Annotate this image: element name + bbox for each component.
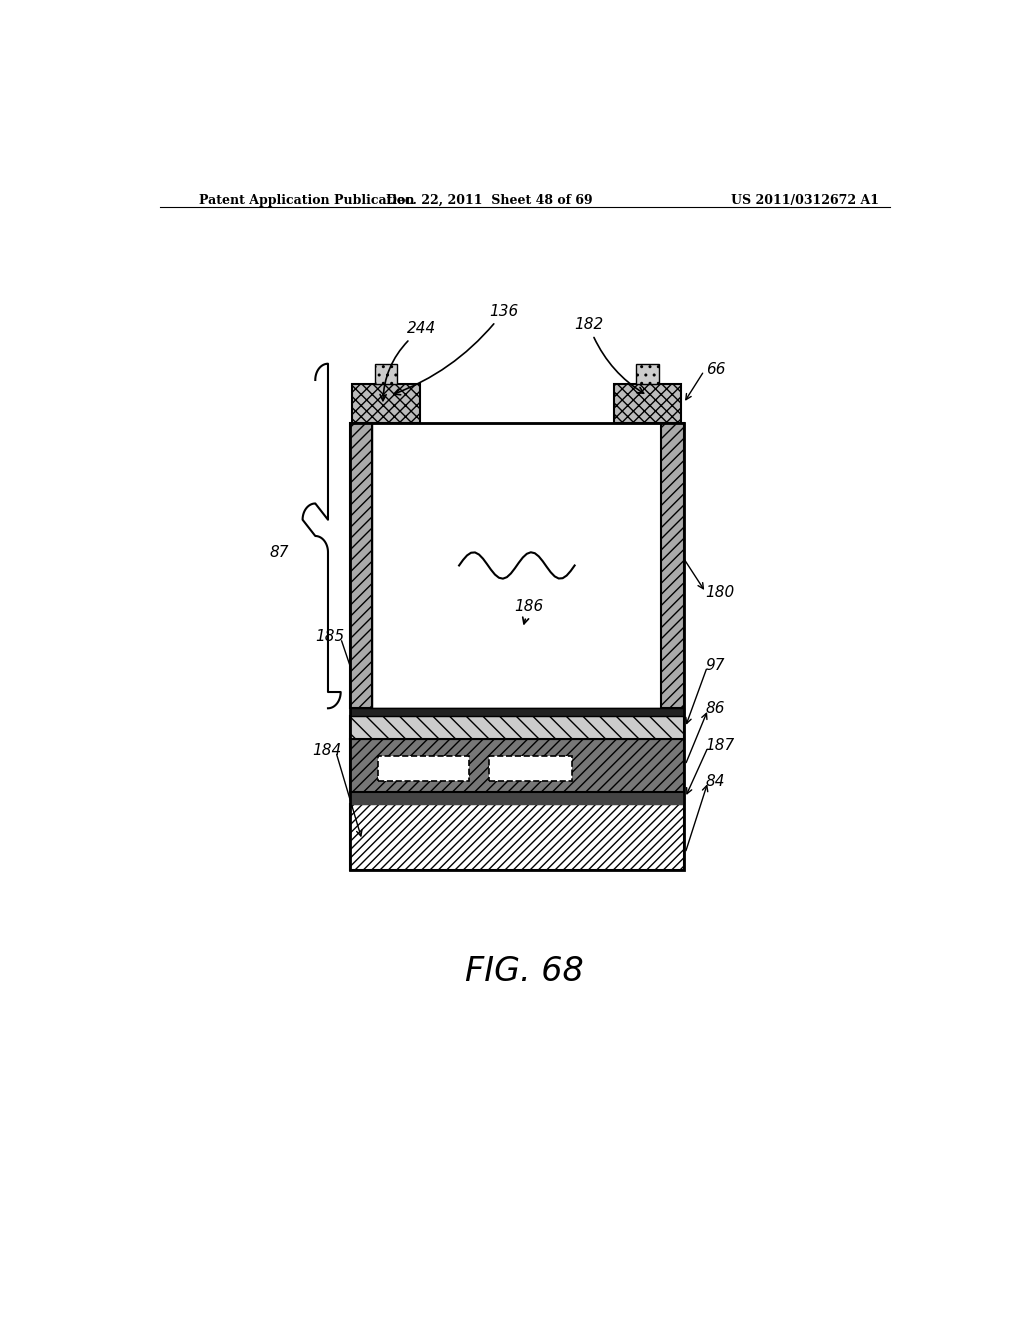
Text: 186: 186 [514,599,544,624]
Bar [613,384,681,422]
Bar [352,384,420,422]
Text: Patent Application Publication: Patent Application Publication [200,194,415,207]
Bar [637,364,658,384]
Text: 87: 87 [269,545,289,560]
Text: Dec. 22, 2011  Sheet 48 of 69: Dec. 22, 2011 Sheet 48 of 69 [386,194,593,207]
Bar [350,804,684,870]
Bar [378,756,469,781]
Text: 84: 84 [706,774,725,788]
Bar [662,422,684,709]
Text: 66: 66 [706,362,725,378]
Text: 97: 97 [706,657,725,673]
Bar [373,422,662,709]
Bar [350,422,373,709]
Text: 182: 182 [574,317,644,393]
Bar [350,739,684,792]
Text: 86: 86 [706,701,725,717]
Text: 180: 180 [706,586,735,601]
Bar [350,422,684,870]
Text: 187: 187 [706,738,735,752]
Text: 185: 185 [315,630,344,644]
Bar [375,364,397,384]
Bar [350,709,684,717]
Bar [350,792,684,804]
Text: 136: 136 [394,304,518,395]
Bar [350,717,684,739]
Text: 244: 244 [380,321,436,401]
Text: FIG. 68: FIG. 68 [466,956,584,987]
Bar [489,756,572,781]
Text: 184: 184 [312,743,341,758]
Text: US 2011/0312672 A1: US 2011/0312672 A1 [731,194,880,207]
